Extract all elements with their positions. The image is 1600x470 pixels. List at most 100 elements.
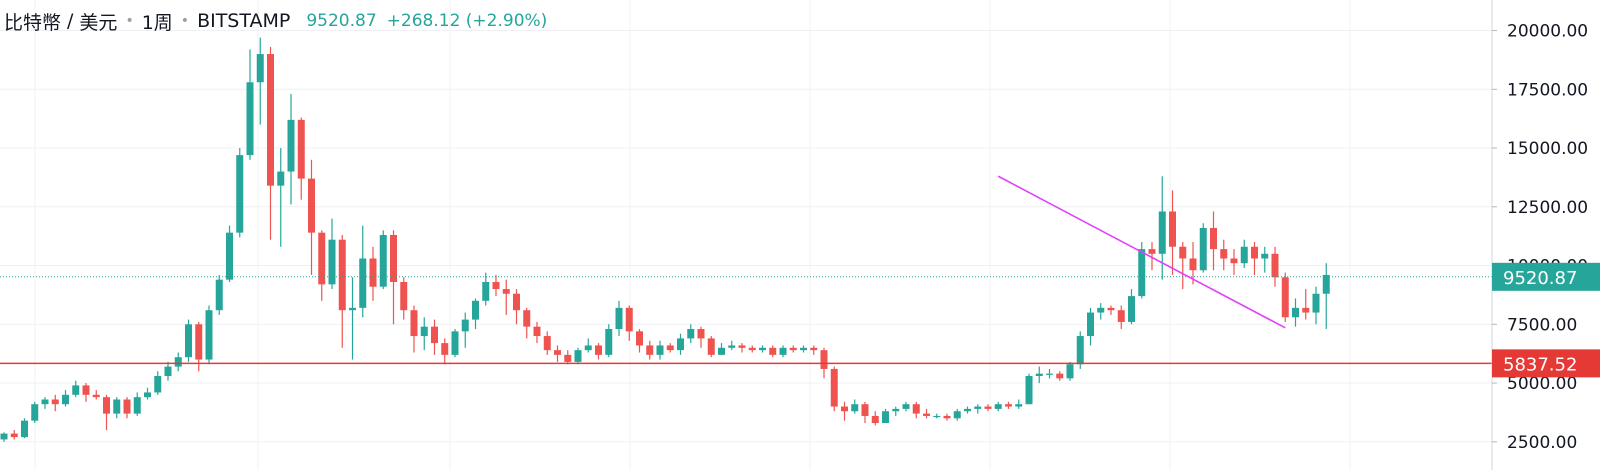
candle-body bbox=[1148, 249, 1156, 254]
candle bbox=[41, 397, 49, 409]
candle bbox=[513, 289, 520, 325]
candle-body bbox=[779, 347, 787, 355]
candle-body bbox=[1251, 246, 1258, 259]
symbol-base[interactable]: 比特幣 bbox=[4, 11, 62, 34]
support-price-tag-text: 5837.52 bbox=[1503, 354, 1577, 375]
candle bbox=[1322, 263, 1330, 329]
candle bbox=[205, 305, 213, 365]
candle-body bbox=[1087, 312, 1094, 337]
price-axis[interactable]: 2500.005000.007500.0010000.0012500.00150… bbox=[1492, 22, 1588, 453]
candle bbox=[933, 413, 941, 419]
candle bbox=[697, 326, 705, 348]
candle-body bbox=[1312, 293, 1320, 313]
candle bbox=[492, 274, 500, 297]
candle-body bbox=[461, 319, 469, 332]
candle-body bbox=[707, 338, 715, 355]
support-price-tag: 5837.52 bbox=[1492, 349, 1600, 378]
candle-body bbox=[431, 326, 438, 344]
candle bbox=[646, 340, 654, 360]
candle-body bbox=[1210, 227, 1217, 250]
axis-tick-label: 12500.00 bbox=[1507, 198, 1588, 218]
candle-body bbox=[41, 399, 49, 405]
candle-body bbox=[390, 235, 397, 282]
candle bbox=[1035, 366, 1043, 384]
candle bbox=[0, 432, 8, 442]
candle-body bbox=[656, 345, 664, 355]
candle-body bbox=[1076, 336, 1084, 365]
candle bbox=[615, 300, 623, 337]
candle bbox=[92, 390, 100, 400]
candle bbox=[554, 345, 561, 362]
candle-body bbox=[677, 338, 684, 351]
candle bbox=[1210, 211, 1217, 271]
candle-body bbox=[1322, 274, 1330, 294]
candle bbox=[912, 401, 920, 419]
candle-body bbox=[687, 329, 695, 339]
candle bbox=[10, 430, 18, 440]
symbol-quote[interactable]: 美元 bbox=[79, 11, 118, 34]
candle-body bbox=[584, 345, 592, 351]
candle-body bbox=[482, 282, 490, 301]
symbol-header: 比特幣 / 美元 • 1周 • BITSTAMP 9520.87 +268.12… bbox=[4, 8, 547, 34]
candle bbox=[1271, 246, 1279, 287]
candle-body bbox=[1199, 227, 1207, 271]
candle bbox=[759, 345, 766, 353]
candle-body bbox=[1128, 296, 1135, 322]
candle-body bbox=[1005, 404, 1012, 407]
candle bbox=[359, 225, 367, 318]
candle bbox=[523, 307, 531, 339]
candle-body bbox=[185, 324, 192, 358]
candle bbox=[584, 338, 592, 353]
candle bbox=[215, 274, 223, 315]
candle-body bbox=[62, 394, 69, 405]
candle bbox=[564, 350, 572, 365]
candle-body bbox=[523, 310, 531, 327]
candle-body bbox=[1281, 277, 1289, 318]
candle bbox=[123, 397, 131, 419]
candle bbox=[246, 49, 254, 160]
candle-body bbox=[205, 310, 213, 360]
separator-dot: • bbox=[180, 13, 190, 29]
candle bbox=[636, 329, 643, 353]
trend-line[interactable] bbox=[997, 175, 1286, 329]
candle bbox=[1117, 305, 1125, 329]
candle-body bbox=[994, 404, 1002, 409]
candle-body bbox=[359, 258, 367, 308]
candle-body bbox=[697, 329, 705, 339]
candle-body bbox=[1261, 253, 1269, 259]
candle-body bbox=[51, 399, 59, 405]
candle bbox=[923, 408, 930, 419]
candle bbox=[1179, 242, 1187, 290]
candle bbox=[1005, 401, 1012, 409]
candle-body bbox=[871, 415, 879, 423]
candle-body bbox=[1158, 211, 1166, 254]
candle-body bbox=[1097, 307, 1105, 313]
candle-body bbox=[1240, 246, 1248, 264]
candle bbox=[338, 235, 346, 348]
candle-body bbox=[933, 415, 941, 418]
candle bbox=[625, 305, 633, 341]
candle bbox=[1169, 190, 1176, 275]
candle bbox=[154, 371, 162, 395]
candle-body bbox=[646, 345, 654, 355]
candle bbox=[451, 329, 459, 358]
candle-body bbox=[666, 345, 674, 351]
candle-body bbox=[369, 258, 377, 287]
candle bbox=[800, 345, 807, 353]
candle-body bbox=[1302, 307, 1310, 313]
candle-body bbox=[123, 399, 131, 414]
candle-body bbox=[1107, 307, 1115, 311]
interval-label[interactable]: 1周 bbox=[141, 11, 173, 34]
candle bbox=[379, 230, 387, 290]
candle bbox=[226, 225, 233, 282]
candle bbox=[113, 397, 121, 419]
candle-body bbox=[543, 336, 551, 351]
candle bbox=[164, 361, 172, 381]
candle-body bbox=[420, 326, 428, 337]
candle bbox=[349, 277, 356, 360]
candle bbox=[236, 148, 244, 238]
symbol-separator: / bbox=[67, 10, 74, 32]
candle bbox=[851, 399, 859, 414]
candle bbox=[728, 340, 736, 351]
